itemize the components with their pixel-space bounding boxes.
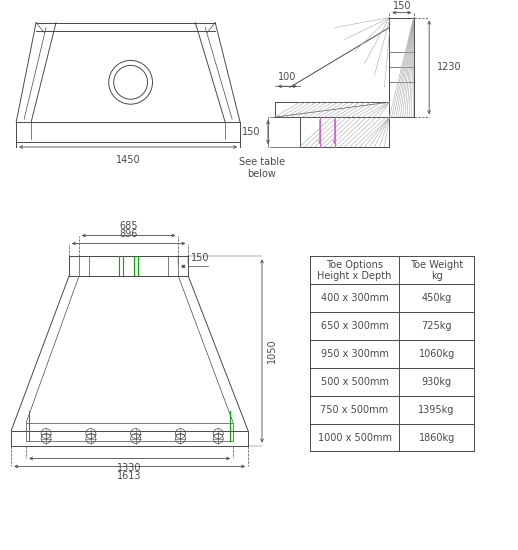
Text: Toe Options
Height x Depth: Toe Options Height x Depth	[318, 260, 392, 281]
Text: 450kg: 450kg	[422, 293, 452, 303]
Text: 1000 x 500mm: 1000 x 500mm	[318, 432, 392, 443]
Text: 150: 150	[393, 1, 411, 10]
Text: Toe Weight
kg: Toe Weight kg	[410, 260, 463, 281]
Text: 725kg: 725kg	[421, 321, 452, 331]
Text: 1395kg: 1395kg	[419, 405, 455, 415]
Text: 500 x 500mm: 500 x 500mm	[321, 377, 388, 387]
Text: 930kg: 930kg	[422, 377, 452, 387]
Text: 1230: 1230	[437, 62, 462, 73]
Text: 1613: 1613	[118, 471, 142, 481]
Text: 150: 150	[191, 254, 210, 263]
Text: 1330: 1330	[118, 464, 142, 474]
Text: 685: 685	[119, 221, 138, 230]
Text: 896: 896	[120, 229, 138, 239]
Text: 950 x 300mm: 950 x 300mm	[321, 349, 388, 359]
Text: 150: 150	[241, 127, 260, 137]
Text: See table
below: See table below	[239, 157, 285, 179]
Text: 650 x 300mm: 650 x 300mm	[321, 321, 388, 331]
Text: 100: 100	[278, 72, 296, 82]
Text: 750 x 500mm: 750 x 500mm	[321, 405, 388, 415]
Text: 1450: 1450	[116, 155, 140, 165]
Text: 400 x 300mm: 400 x 300mm	[321, 293, 388, 303]
Text: 1050: 1050	[267, 339, 277, 364]
Text: 1060kg: 1060kg	[419, 349, 455, 359]
Text: 1860kg: 1860kg	[419, 432, 455, 443]
